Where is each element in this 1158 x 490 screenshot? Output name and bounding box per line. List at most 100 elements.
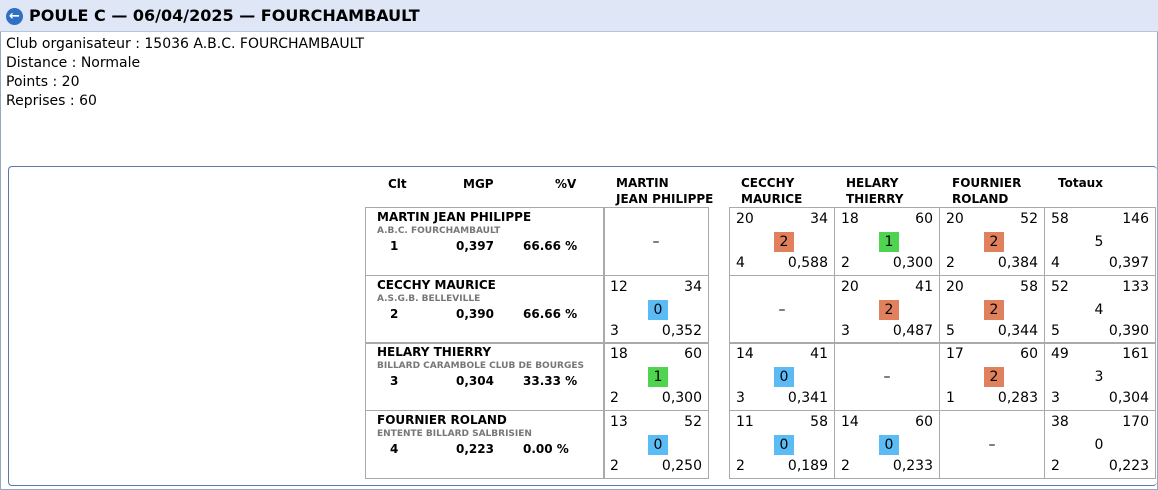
player-club: ENTENTE BILLARD SALBRISIEN (377, 429, 532, 439)
match-points-badge: 1 (879, 232, 899, 252)
player-club: BILLARD CARAMBOLE CLUB DE BOURGES (377, 361, 584, 371)
best-series: 133 (1122, 279, 1149, 295)
average: 0,588 (787, 255, 828, 271)
average: 0,283 (997, 390, 1038, 406)
points-scored: 20 (841, 279, 859, 295)
results-panel (8, 166, 1157, 486)
no-match: – (883, 369, 891, 385)
page-title: POULE C — 06/04/2025 — FOURCHAMBAULT (29, 6, 420, 25)
best-series: 41 (915, 279, 933, 295)
best-series: 60 (915, 211, 933, 227)
points-scored: 13 (610, 414, 628, 430)
col-opponent-line: MARTIN (616, 176, 669, 190)
average: 0,487 (892, 323, 933, 339)
best-series: 58 (1020, 279, 1038, 295)
reprises-count: 1 (946, 390, 955, 406)
player-win-pct: 33.33 % (523, 374, 578, 388)
reprises-count: 2 (1051, 458, 1060, 474)
points-scored: 58 (1051, 211, 1069, 227)
match-points-badge: 0 (774, 367, 794, 387)
col-opponent: HELARY THIERRY (846, 175, 903, 207)
player-club: A.B.C. FOURCHAMBAULT (377, 226, 501, 236)
match-cell: – (834, 342, 940, 411)
average: 0,341 (787, 390, 828, 406)
col-opponent-line: JEAN PHILIPPE (616, 192, 714, 206)
player-info-cell: HELARY THIERRY BILLARD CARAMBOLE CLUB DE … (365, 342, 605, 411)
reprises-count: 3 (610, 323, 619, 339)
match-cell: 20 52 2 2 0,384 (939, 207, 1045, 276)
totals-cell: 38 170 0 2 0,223 (1044, 410, 1156, 479)
reprises-count: 2 (946, 255, 955, 271)
reprises-count: 3 (841, 323, 850, 339)
no-match: – (988, 437, 996, 453)
points-scored: 14 (841, 414, 859, 430)
match-points-badge: 2 (879, 300, 899, 320)
reprises-count: 2 (841, 458, 850, 474)
player-name: MARTIN JEAN PHILIPPE (377, 210, 532, 224)
match-cell: 20 34 2 4 0,588 (729, 207, 835, 276)
average: 0,304 (1108, 390, 1149, 406)
player-info-cell: FOURNIER ROLAND ENTENTE BILLARD SALBRISIE… (365, 410, 605, 479)
best-series: 52 (1020, 211, 1038, 227)
col-mgp: MGP (463, 177, 494, 191)
total-match-points: 5 (1094, 234, 1104, 250)
reprises-count: 4 (736, 255, 745, 271)
col-opponent-line: MAURICE (741, 192, 803, 206)
points-scored: 52 (1051, 279, 1069, 295)
no-match: – (652, 234, 660, 250)
player-name: HELARY THIERRY (377, 345, 492, 359)
player-win-pct: 0.00 % (523, 442, 569, 456)
best-series: 60 (684, 346, 702, 362)
match-points-badge: 2 (774, 232, 794, 252)
match-cell: 18 60 1 2 0,300 (603, 342, 709, 411)
average: 0,384 (997, 255, 1038, 271)
totals-cell: 49 161 3 3 0,304 (1044, 342, 1156, 411)
player-rank: 4 (390, 442, 399, 456)
player-mgp: 0,223 (456, 442, 494, 456)
reprises-count: 3 (1051, 390, 1060, 406)
points-scored: 38 (1051, 414, 1069, 430)
best-series: 161 (1122, 346, 1149, 362)
player-rank: 2 (390, 307, 399, 321)
reprises-count: 5 (1051, 323, 1060, 339)
match-cell: – (729, 275, 835, 344)
best-series: 58 (810, 414, 828, 430)
player-mgp: 0,304 (456, 374, 494, 388)
best-series: 60 (1020, 346, 1038, 362)
match-points-badge: 1 (648, 367, 668, 387)
col-opponent: MARTIN JEAN PHILIPPE (616, 175, 713, 207)
total-match-points: 3 (1094, 369, 1104, 385)
player-info-cell: MARTIN JEAN PHILIPPE A.B.C. FOURCHAMBAULT… (365, 207, 605, 276)
match-cell: 20 58 2 5 0,344 (939, 275, 1045, 344)
average: 0,390 (1108, 323, 1149, 339)
distance: Distance : Normale (6, 55, 141, 71)
totals-cell: 52 133 4 5 0,390 (1044, 275, 1156, 344)
match-cell: 11 58 0 2 0,189 (729, 410, 835, 479)
match-points-badge: 2 (984, 367, 1004, 387)
points-scored: 14 (736, 346, 754, 362)
points: Points : 20 (6, 74, 80, 90)
average: 0,397 (1108, 255, 1149, 271)
match-cell: – (603, 207, 709, 276)
match-cell: 20 41 2 3 0,487 (834, 275, 940, 344)
player-club: A.S.G.B. BELLEVILLE (377, 294, 481, 304)
match-points-badge: 0 (648, 435, 668, 455)
col-clt: Clt (388, 177, 407, 191)
col-opponent: CECCHY MAURICE (741, 175, 802, 207)
col-opponent-line: CECCHY (741, 176, 795, 190)
reprises-count: 2 (610, 390, 619, 406)
reprises-count: 4 (1051, 255, 1060, 271)
average: 0,352 (661, 323, 702, 339)
match-points-badge: 0 (774, 435, 794, 455)
col-opponent-line: HELARY (846, 176, 899, 190)
player-mgp: 0,390 (456, 307, 494, 321)
match-cell: 14 60 0 2 0,233 (834, 410, 940, 479)
best-series: 52 (684, 414, 702, 430)
back-arrow-icon[interactable]: ← (6, 8, 23, 25)
match-cell: 14 41 0 3 0,341 (729, 342, 835, 411)
reprises-count: 3 (736, 390, 745, 406)
best-series: 170 (1122, 414, 1149, 430)
match-cell: – (939, 410, 1045, 479)
match-points-badge: 2 (984, 232, 1004, 252)
col-pct: %V (555, 177, 577, 191)
